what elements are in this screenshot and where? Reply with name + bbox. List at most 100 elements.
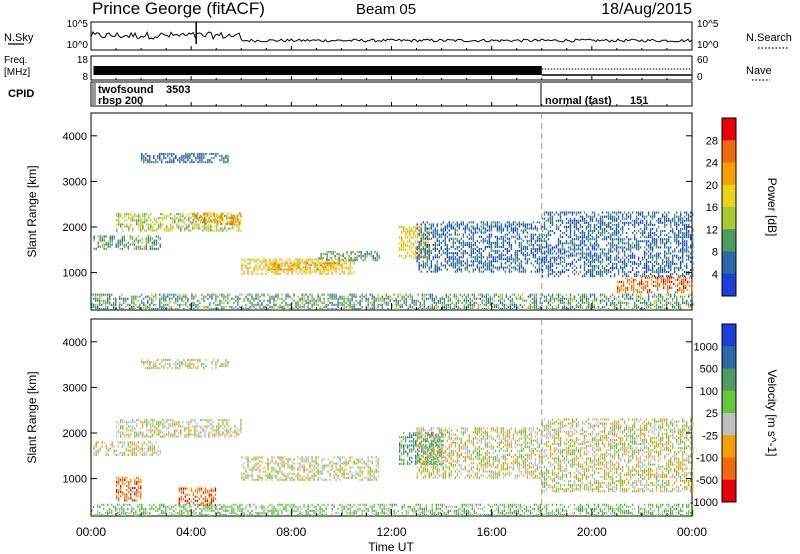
heatmap-cell (418, 266, 420, 269)
heatmap-cell (422, 237, 424, 240)
heatmap-cell (249, 266, 251, 269)
heatmap-cell (157, 241, 159, 244)
heatmap-cell (611, 215, 614, 218)
heatmap-cell (424, 225, 426, 228)
heatmap-cell (609, 260, 612, 263)
heatmap-cell (295, 305, 297, 308)
heatmap-cell (559, 271, 562, 274)
heatmap-cell (235, 220, 237, 223)
heatmap-cell (261, 262, 263, 265)
heatmap-cell (690, 303, 692, 306)
heatmap-cell (551, 305, 554, 308)
heatmap-cell (426, 221, 428, 224)
heatmap-cell (444, 241, 446, 244)
heatmap-cell (469, 299, 471, 302)
heatmap-cell (147, 239, 149, 242)
heatmap-cell (635, 211, 638, 214)
heatmap-cell (667, 289, 669, 292)
heatmap-cell (113, 301, 115, 304)
heatmap-cell (551, 246, 554, 249)
heatmap-cell (200, 227, 202, 230)
heatmap-cell (131, 301, 133, 304)
heatmap-cell (301, 268, 303, 271)
heatmap-cell (528, 227, 531, 230)
heatmap-cell (518, 266, 521, 269)
heatmap-cell (329, 266, 331, 269)
heatmap-cell (559, 217, 562, 220)
heatmap-cell (631, 266, 634, 269)
heatmap-cell (674, 240, 676, 243)
heatmap-cell (676, 211, 678, 214)
heatmap-cell (605, 273, 608, 276)
heatmap-cell (199, 161, 201, 164)
heatmap-cell (617, 307, 620, 310)
heatmap-cell (581, 215, 584, 218)
heatmap-cell (511, 307, 514, 310)
heatmap-cell (307, 297, 309, 300)
heatmap-cell (413, 256, 415, 259)
heatmap-cell (317, 266, 319, 269)
heatmap-cell (587, 238, 590, 241)
heatmap-cell (456, 264, 458, 267)
heatmap-cell (514, 256, 517, 259)
heatmap-cell (510, 229, 513, 232)
heatmap-cell (601, 264, 604, 267)
heatmap-cell (631, 232, 634, 235)
heatmap-cell (643, 266, 646, 269)
heatmap-cell (133, 305, 135, 308)
heatmap-cell (438, 268, 440, 271)
heatmap-cell (591, 246, 594, 249)
heatmap-cell (508, 239, 511, 242)
heatmap-cell (591, 269, 594, 272)
heatmap-cell (405, 244, 407, 247)
heatmap-cell (170, 229, 172, 232)
heatmap-cell (462, 223, 464, 226)
heatmap-cell (436, 237, 438, 240)
heatmap-cell (328, 250, 330, 253)
heatmap-cell (666, 258, 668, 261)
heatmap-cell (493, 305, 496, 308)
date-label: 18/Aug/2015 (601, 1, 692, 18)
heatmap-cell (191, 212, 193, 215)
heatmap-cell (225, 157, 227, 160)
heatmap-cell (438, 243, 440, 246)
heatmap-cell (150, 213, 152, 216)
heatmap-cell (474, 268, 476, 271)
heatmap-cell (575, 244, 578, 247)
heatmap-cell (569, 225, 572, 228)
heatmap-cell (97, 297, 99, 300)
heatmap-cell (207, 297, 209, 300)
heatmap-cell (458, 233, 460, 236)
heatmap-cell (553, 246, 556, 249)
heatmap-cell (684, 248, 686, 251)
heatmap-cell (351, 303, 353, 306)
heatmap-cell (581, 217, 584, 220)
heatmap-cell (343, 266, 345, 269)
heatmap-cell (686, 242, 688, 245)
heatmap-cell (524, 229, 527, 232)
heatmap-cell (506, 237, 509, 240)
heatmap-cell (121, 239, 123, 242)
heatmap-cell (279, 303, 281, 306)
heatmap-cell (103, 247, 105, 250)
heatmap-cell (188, 223, 190, 226)
heatmap-cell (559, 234, 562, 237)
heatmap-cell (243, 260, 245, 263)
heatmap-cell (664, 264, 666, 267)
heatmap-cell (229, 293, 231, 296)
heatmap-cell (664, 234, 666, 237)
heatmap-cell (621, 266, 624, 269)
heatmap-cell (659, 246, 662, 249)
heatmap-cell (609, 246, 612, 249)
heatmap-cell (468, 237, 470, 240)
cpid-mode-2-name: normal (fast) (545, 95, 612, 107)
heatmap-cell (483, 299, 486, 302)
heatmap-cell (121, 293, 123, 296)
heatmap-cell (468, 227, 470, 230)
heatmap-cell (661, 238, 664, 241)
heatmap-cell (470, 256, 472, 259)
heatmap-cell (575, 211, 578, 214)
heatmap-cell (440, 227, 442, 230)
heatmap-cell (502, 266, 505, 269)
heatmap-cell (587, 258, 590, 261)
